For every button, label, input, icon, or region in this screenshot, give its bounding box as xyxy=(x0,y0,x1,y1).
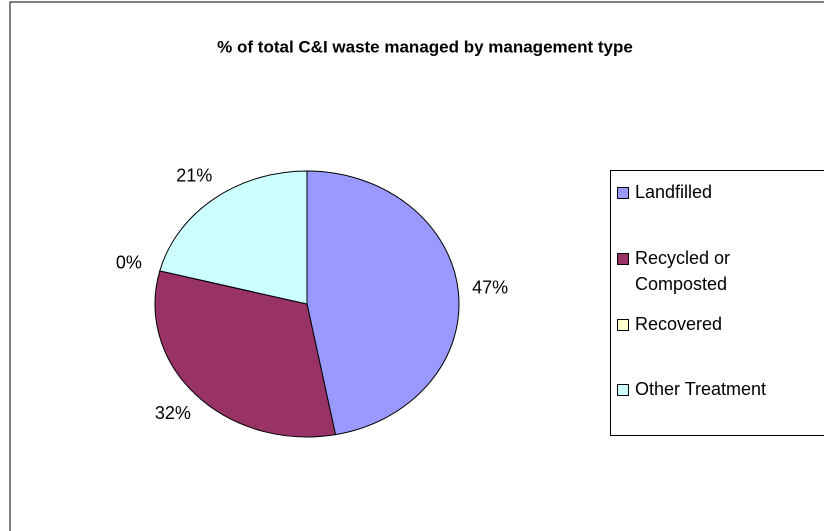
legend-label: Other Treatment xyxy=(635,379,767,399)
legend-label: Recovered xyxy=(635,314,723,334)
legend-swatch xyxy=(617,253,629,265)
legend-label: Landfilled xyxy=(635,182,713,202)
legend-swatch xyxy=(617,384,629,396)
pie-slice xyxy=(306,170,460,436)
pie-slice xyxy=(159,170,308,305)
data-label: 47% xyxy=(472,278,508,298)
legend-item: Landfilled xyxy=(617,179,802,205)
legend: Landfilled Recycled or Composted Recovered… xyxy=(610,170,824,436)
data-label: 21% xyxy=(176,166,212,186)
legend-item: Recovered xyxy=(617,311,802,337)
legend-swatch xyxy=(617,187,629,199)
pie-slice xyxy=(154,270,337,438)
legend-label: Recycled or Composted xyxy=(635,248,731,294)
chart-title: % of total C&I waste managed by manageme… xyxy=(217,37,633,56)
legend-swatch xyxy=(617,319,629,331)
data-label: 0% xyxy=(116,253,142,273)
legend-item: Other Treatment xyxy=(617,376,802,402)
data-label: 32% xyxy=(155,403,191,423)
legend-item: Recycled or Composted xyxy=(617,245,802,297)
